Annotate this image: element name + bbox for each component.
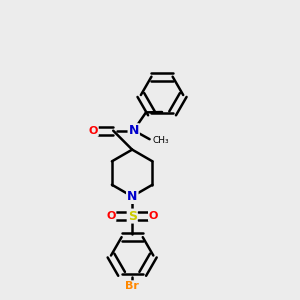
Text: S: S: [128, 210, 137, 223]
Text: O: O: [106, 211, 116, 221]
Text: N: N: [127, 190, 137, 203]
Text: N: N: [128, 124, 139, 137]
Text: O: O: [88, 126, 98, 136]
Text: N: N: [127, 190, 137, 203]
Text: Br: Br: [125, 281, 139, 291]
Text: O: O: [149, 211, 158, 221]
Text: CH₃: CH₃: [153, 136, 169, 145]
